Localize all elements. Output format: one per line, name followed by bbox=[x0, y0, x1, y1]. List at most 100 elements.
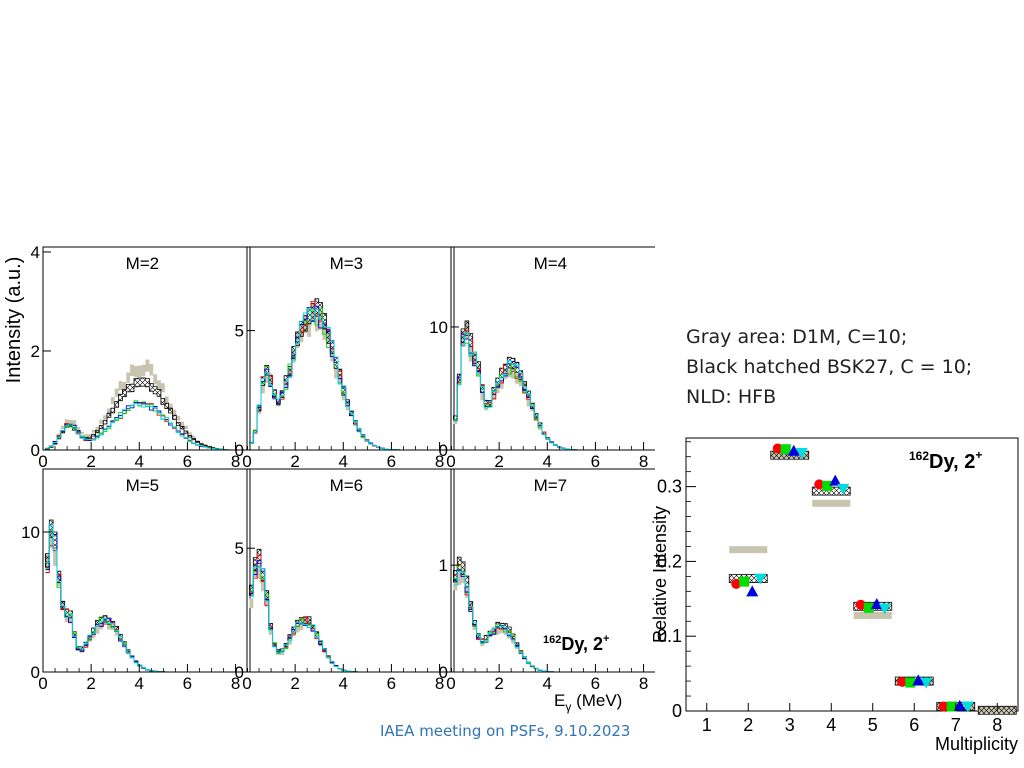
y-tick-label: 1 bbox=[439, 556, 448, 575]
multiplicity-chart: 1 2 3 4 5 6 7 8 0 0.1 0.2 0.3 Relative Intensity Mult… bbox=[650, 437, 1019, 754]
x-tick-label: 6 bbox=[183, 452, 192, 471]
d1m-band bbox=[45, 529, 246, 672]
exp-histogram-3 bbox=[249, 305, 450, 451]
mult-y-tick-label: 0 bbox=[672, 701, 682, 721]
mult-y-tick-label: 0.1 bbox=[657, 626, 682, 646]
x-tick-label: 6 bbox=[183, 674, 192, 693]
exp-histogram-2 bbox=[249, 307, 450, 451]
exp-histogram-1 bbox=[45, 545, 246, 673]
mult-ylabel: Relative Intensity bbox=[650, 506, 670, 643]
bsk27-band bbox=[452, 556, 654, 673]
exp-histogram-4 bbox=[249, 307, 450, 451]
y-tick-label: 5 bbox=[235, 322, 244, 341]
x-tick-label: 6 bbox=[591, 674, 600, 693]
x-tick-label: 8 bbox=[639, 452, 648, 471]
bsk27-band bbox=[45, 519, 246, 673]
circle-marker-m6 bbox=[897, 676, 908, 687]
y-tick-label: 5 bbox=[235, 539, 244, 558]
panel-title: M=2 bbox=[126, 254, 160, 273]
mult-x-tick-label: 4 bbox=[826, 715, 836, 735]
x-tick-label: 2 bbox=[86, 674, 95, 693]
exp-histogram-3 bbox=[249, 560, 450, 673]
x-tick-label: 0 bbox=[446, 452, 455, 471]
triangle-down-marker-m5 bbox=[878, 603, 891, 615]
x-tick-label: 8 bbox=[435, 674, 444, 693]
y-tick-label: 0 bbox=[439, 663, 448, 682]
square-marker-m5 bbox=[863, 602, 874, 613]
x-tick-label: 0 bbox=[446, 674, 455, 693]
mult-y-tick-label: 0.3 bbox=[657, 477, 682, 497]
exp-histogram-4 bbox=[249, 566, 450, 673]
x-tick-label: 6 bbox=[591, 452, 600, 471]
y-tick-label: 10 bbox=[429, 318, 448, 337]
x-tick-label: 4 bbox=[135, 452, 144, 471]
x-tick-label: 4 bbox=[135, 674, 144, 693]
spectra-nucleus-label: 162Dy, 2+ bbox=[543, 633, 609, 654]
panel-frame bbox=[42, 246, 251, 451]
mult-x-tick-label: 1 bbox=[702, 715, 712, 735]
circle-marker-m4 bbox=[814, 479, 825, 490]
x-tick-label: 0 bbox=[38, 674, 47, 693]
triangle-up-marker-m7 bbox=[953, 699, 966, 711]
triangle-down-marker-m2 bbox=[754, 573, 767, 585]
x-tick-label: 4 bbox=[339, 452, 348, 471]
x-tick-label: 8 bbox=[639, 674, 648, 693]
panel-frame bbox=[42, 468, 251, 673]
x-tick-label: 8 bbox=[231, 452, 240, 471]
panel-title: M=4 bbox=[534, 254, 568, 273]
spectrum-panel-6: 0 2 4 6 80 5 M=6 bbox=[235, 468, 455, 693]
x-tick-label: 8 bbox=[435, 452, 444, 471]
triangle-down-marker-m4 bbox=[837, 483, 850, 495]
spectra-xlabel: Eγ (MeV) bbox=[554, 691, 622, 714]
spectrum-panel-7: 0 2 4 6 8 0 1 M=7 bbox=[439, 468, 655, 693]
panel-frame bbox=[450, 246, 655, 451]
note-nld: NLD: HFB bbox=[686, 386, 777, 408]
d1m-band bbox=[249, 302, 450, 450]
y-tick-label: 0 bbox=[235, 441, 244, 460]
note-bsk27: Black hatched BSK27, C = 10; bbox=[686, 356, 973, 378]
square-marker-m3 bbox=[780, 444, 791, 455]
exp-histogram-1 bbox=[249, 300, 450, 451]
d1m-band-m4 bbox=[812, 499, 851, 507]
triangle-up-marker-m4 bbox=[829, 474, 842, 486]
spectra-ylabel: Intensity (a.u.) bbox=[3, 257, 25, 384]
x-tick-label: 4 bbox=[339, 674, 348, 693]
square-marker-m4 bbox=[822, 480, 833, 491]
square-marker-m7 bbox=[946, 701, 957, 712]
x-tick-label: 0 bbox=[38, 452, 47, 471]
mult-x-tick-label: 7 bbox=[951, 715, 961, 735]
triangle-up-marker-m5 bbox=[870, 598, 883, 610]
circle-marker-m5 bbox=[855, 599, 866, 610]
triangle-up-marker-m3 bbox=[787, 444, 800, 456]
square-marker-m2 bbox=[739, 576, 750, 587]
bsk27-band bbox=[45, 377, 246, 451]
exp-histogram-1 bbox=[45, 401, 246, 451]
d1m-band-m5 bbox=[853, 612, 892, 620]
d1m-band bbox=[249, 562, 450, 672]
exp-histogram-4 bbox=[45, 403, 246, 451]
exp-histogram-1 bbox=[453, 564, 654, 673]
y-tick-label: 10 bbox=[21, 523, 40, 542]
panel-title: M=6 bbox=[330, 476, 364, 495]
mult-y-tick-label: 0.2 bbox=[657, 551, 682, 571]
triangle-down-marker-m3 bbox=[795, 447, 808, 459]
x-tick-label: 6 bbox=[387, 674, 396, 693]
mult-annotation: 162Dy, 2+ bbox=[909, 448, 982, 473]
y-tick-label: 4 bbox=[31, 243, 40, 262]
x-tick-label: 2 bbox=[494, 452, 503, 471]
y-tick-label: 0 bbox=[439, 441, 448, 460]
mult-x-tick-label: 3 bbox=[785, 715, 795, 735]
panel-title: M=7 bbox=[534, 476, 568, 495]
x-tick-label: 2 bbox=[290, 674, 299, 693]
x-tick-label: 0 bbox=[242, 452, 251, 471]
exp-histogram-3 bbox=[453, 333, 654, 451]
exp-histogram-2 bbox=[249, 566, 450, 673]
x-tick-label: 8 bbox=[231, 674, 240, 693]
circle-marker-m2 bbox=[731, 578, 742, 589]
note-d1m: Gray area: D1M, C=10; bbox=[686, 326, 908, 348]
